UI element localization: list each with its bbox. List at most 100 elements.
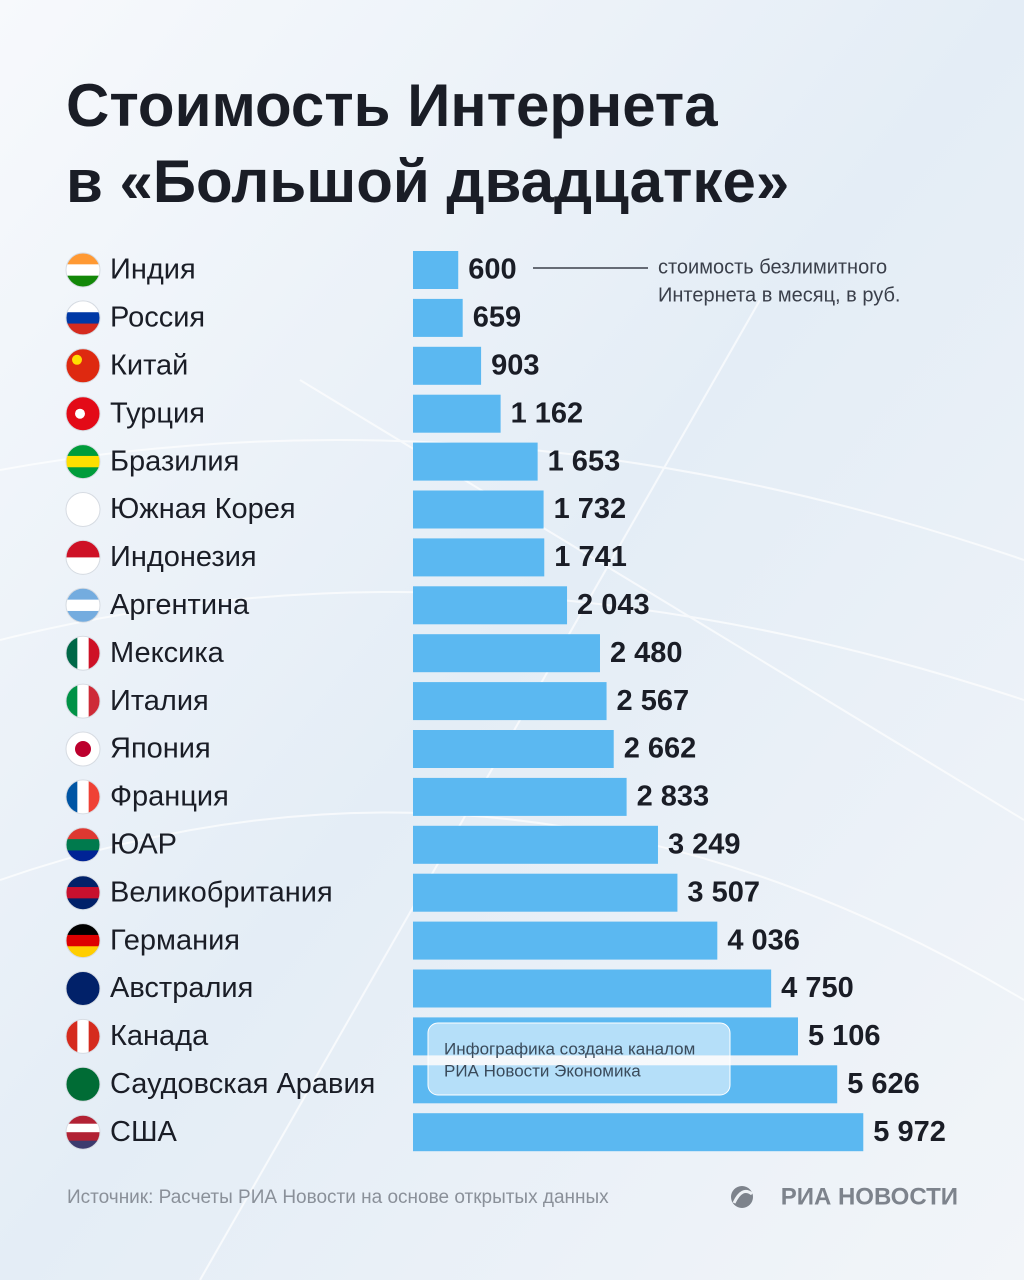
value-label: 903 [491,349,539,381]
bar [413,442,538,481]
flag [66,971,100,1006]
annotation: Интернета в месяц, в руб. [658,284,901,306]
flag-stripe [66,827,100,840]
logo-icon [731,1186,753,1208]
bar [413,730,614,768]
value-label: 1 741 [554,541,627,573]
flag-outline [65,444,101,480]
value-label: 2 567 [617,685,690,717]
flag-stripe [66,934,100,947]
flag [66,300,100,335]
flag-stripe [77,684,90,719]
flag-stripe [66,850,100,862]
title-line: в «Большой двадцатке» [66,148,789,215]
flag-stripe [88,684,100,719]
flag-stripe [66,588,100,601]
flag-outline [65,971,101,1006]
logo: РИА НОВОСТИ [781,1183,958,1210]
flag-emblem [72,354,82,365]
flag-outline [65,827,101,863]
flag-stripe [66,839,100,851]
value-label: 4 036 [727,924,800,956]
category-label: Индонезия [110,541,257,573]
value-label: 2 043 [577,589,650,621]
bar [413,634,600,673]
flag-outline [65,587,101,623]
flag-stripe [77,1019,90,1054]
source: Источник: Расчеты РИА Новости на основе … [67,1187,609,1208]
flag-stripe [66,348,100,383]
flag-stripe [66,312,100,325]
watermark: Инфографика создана каналом [444,1039,695,1058]
flag-stripe [66,971,100,1006]
flag-outline [65,731,101,767]
bar [413,969,772,1008]
bar [413,298,463,337]
bar [413,921,718,960]
value-label: 1 162 [511,397,584,429]
value-label: 4 750 [781,972,854,1004]
flag-outline [65,492,101,527]
flag-stripe [66,1140,100,1150]
flag-stripe [88,1019,100,1054]
flag-stripe [66,887,100,899]
value-label: 600 [468,254,516,286]
flag-stripe [66,1132,100,1142]
flag-stripe [88,779,100,814]
category-label: ЮАР [110,828,177,860]
category-label: Италия [110,685,209,717]
flag-outline [65,635,101,671]
flag [66,1019,100,1054]
flag-outline [65,252,101,288]
value-label: 3 249 [668,828,741,860]
flag-stripe [66,875,100,888]
bar [413,777,627,816]
flag [66,684,100,719]
flag-outline [65,348,101,384]
flag-outline [65,1114,101,1150]
value-label: 2 833 [637,781,710,813]
category-label: Мексика [110,637,225,669]
annotation: стоимость безлимитного [658,256,887,278]
value-label: 2 480 [610,637,683,669]
flag-stripe [66,684,78,719]
value-label: 5 626 [847,1068,920,1100]
category-label: Китай [110,349,188,381]
bar [413,251,459,289]
flag-stripe [88,636,100,671]
flag [66,732,100,766]
flag-stripe [66,492,100,527]
flag [66,875,100,910]
flag-stripe [66,1067,100,1102]
flag [66,253,100,287]
category-label: Япония [110,733,211,765]
flag-stripe [77,636,90,671]
flag-stripe [66,599,100,612]
flag-outline [65,300,101,336]
flag-outline [65,683,101,719]
flag [66,540,100,575]
flag-stripe [66,557,100,575]
flag [66,588,100,623]
watermark: РИА Новости Экономика [444,1061,641,1080]
flag-emblem [75,741,91,757]
flag [66,636,100,671]
category-label: Австралия [110,972,253,1004]
flag-stripe [66,779,78,814]
flag-stripe [66,300,100,313]
category-label: Индия [110,254,196,286]
flag [66,348,100,383]
value-label: 3 507 [687,876,760,908]
bar [413,346,482,385]
flag-outline [65,923,101,959]
flag [66,492,100,527]
flag-outline [65,539,101,575]
bar [413,394,501,433]
flag-stripe [66,467,100,479]
category-label: США [110,1116,178,1148]
flag [66,923,100,958]
category-label: Великобритания [110,876,333,908]
flag [66,396,100,431]
value-label: 659 [473,302,521,334]
flag-outline [65,875,101,911]
